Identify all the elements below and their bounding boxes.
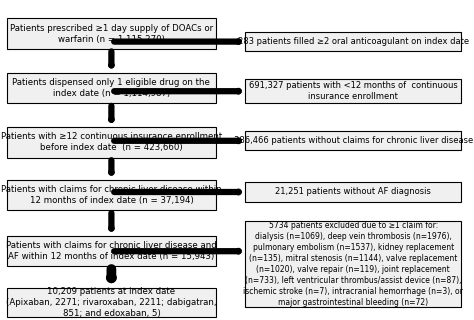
Text: Patients dispensed only 1 eligible drug on the
index date (n = 1,114,987): Patients dispensed only 1 eligible drug … <box>12 78 210 98</box>
Text: 21,251 patients without AF diagnosis: 21,251 patients without AF diagnosis <box>275 188 431 196</box>
FancyBboxPatch shape <box>246 32 461 51</box>
FancyBboxPatch shape <box>246 79 461 103</box>
FancyBboxPatch shape <box>7 127 216 157</box>
Text: 386,466 patients without claims for chronic liver disease: 386,466 patients without claims for chro… <box>234 136 473 145</box>
FancyBboxPatch shape <box>246 182 461 202</box>
Text: Patients with ≥12 continuous insurance enrollment
before index date  (n = 423,66: Patients with ≥12 continuous insurance e… <box>1 132 222 152</box>
Text: 10,209 patients at index date
(Apixaban, 2271; rivaroxaban, 2211; dabigatran,
85: 10,209 patients at index date (Apixaban,… <box>6 287 217 318</box>
Text: Patients with claims for chronic liver disease and
AF within 12 months of index : Patients with claims for chronic liver d… <box>6 241 217 261</box>
FancyBboxPatch shape <box>246 131 461 150</box>
FancyBboxPatch shape <box>7 18 216 49</box>
Text: 283 patients filled ≥2 oral anticoagulant on index date: 283 patients filled ≥2 oral anticoagulan… <box>237 37 469 46</box>
FancyBboxPatch shape <box>7 288 216 317</box>
FancyBboxPatch shape <box>7 180 216 211</box>
Text: 691,327 patients with <12 months of  continuous
insurance enrollment: 691,327 patients with <12 months of cont… <box>249 81 457 101</box>
FancyBboxPatch shape <box>246 221 461 307</box>
Text: Patients prescribed ≥1 day supply of DOACs or
warfarin (n = 1,115,270): Patients prescribed ≥1 day supply of DOA… <box>10 24 213 44</box>
Text: Patients with claims for chronic liver disease within
12 months of index date (n: Patients with claims for chronic liver d… <box>1 185 222 205</box>
Text: 5734 patients excluded due to ≥1 claim for:
dialysis (n=1069), deep vein thrombo: 5734 patients excluded due to ≥1 claim f… <box>243 221 463 307</box>
FancyBboxPatch shape <box>7 73 216 103</box>
FancyBboxPatch shape <box>7 236 216 266</box>
